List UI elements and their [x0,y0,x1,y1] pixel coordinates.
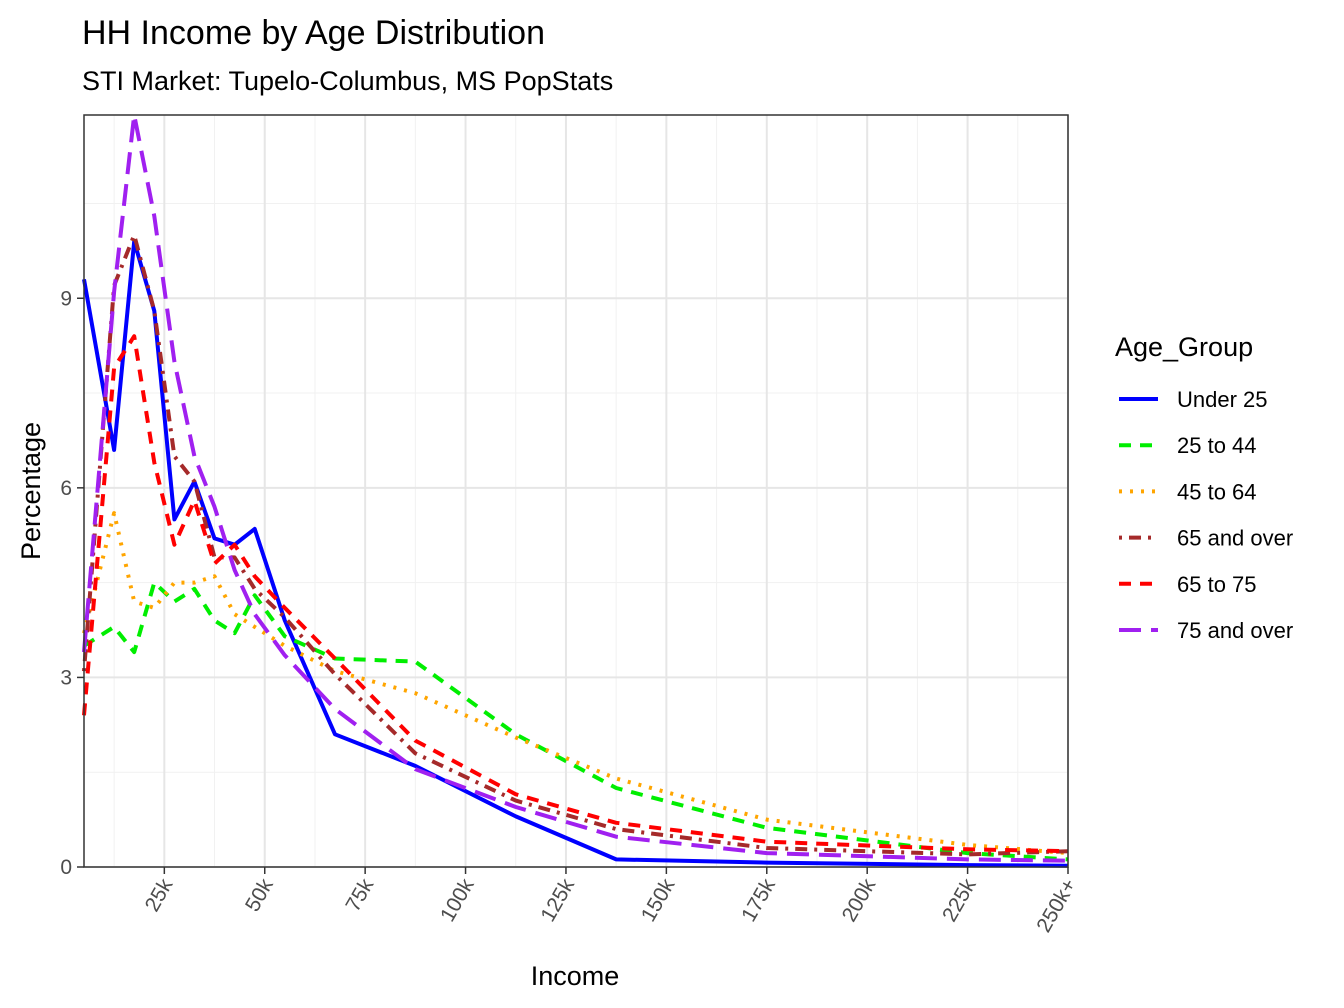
x-tick-label: 175k [737,874,780,925]
y-tick-label: 9 [60,287,72,310]
x-tick-label: 125k [536,874,579,925]
chart-subtitle: STI Market: Tupelo-Columbus, MS PopStats [82,66,613,96]
legend-label: 75 and over [1177,618,1293,643]
x-tick-label: 250k+ [1032,875,1081,937]
y-axis-title: Percentage [16,422,46,560]
x-tick-label: 150k [637,874,680,925]
series-line [82,334,1069,854]
series-layer [82,113,1069,868]
chart-title: HH Income by Age Distribution [82,14,545,52]
legend-title: Age_Group [1115,332,1253,362]
series-line [82,113,1069,863]
x-tick-label: 75k [341,874,378,915]
x-tick-label: 225k [938,874,981,925]
y-tick-label: 6 [60,477,72,500]
x-axis: 25k 50k 75k 100k 125k 150k 175k 200k 225k 250k+ [141,867,1081,937]
y-tick-label: 0 [60,856,72,879]
grid-minor [84,115,1068,867]
legend-label: 65 to 75 [1177,572,1257,597]
legend-label: Under 25 [1177,387,1268,412]
plot-border [83,114,1069,868]
series-line [82,511,1069,856]
y-tick-label: 3 [60,666,72,689]
legend-label: 65 and over [1177,526,1293,551]
x-axis-title: Income [531,961,620,991]
series-line [82,233,1069,857]
plot-panel [84,115,1068,867]
y-axis: 0 3 6 9 [60,287,84,879]
x-tick-label: 50k [241,874,278,915]
x-tick-label: 25k [141,874,178,915]
legend-label: 45 to 64 [1177,479,1257,504]
x-tick-label: 100k [436,874,479,925]
legend: Age_Group Under 25 25 to 44 45 to 64 65 and… [1115,332,1293,643]
x-tick-label: 200k [838,874,881,925]
legend-label: 25 to 44 [1177,433,1257,458]
series-line [82,580,1069,862]
